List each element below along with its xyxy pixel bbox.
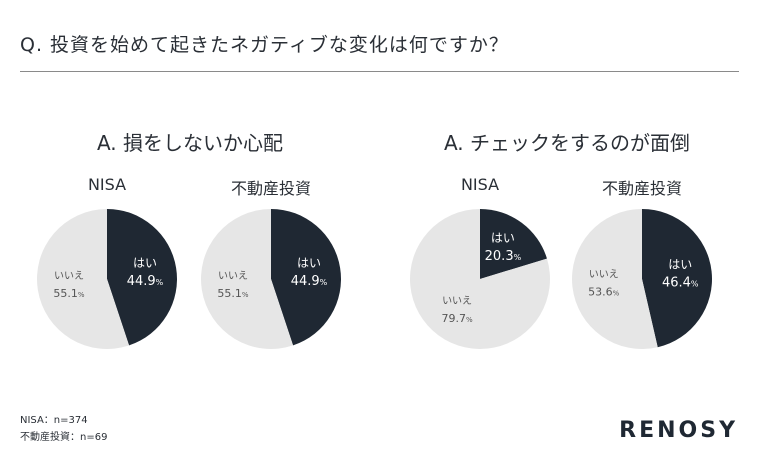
- footnote-nisa: NISA：n=374: [20, 415, 88, 426]
- slice-category-label: いいえ: [218, 270, 248, 282]
- slice-value-label: 46.4%: [662, 276, 699, 291]
- pie-chart-3: はい 20.3% いいえ 79.7%: [410, 209, 550, 349]
- pie-slice-no: [201, 209, 294, 349]
- slice-category-label: いいえ: [54, 270, 84, 282]
- footnote-realestate: 不動産投資：n=69: [20, 432, 108, 443]
- slice-category-label: はい: [668, 258, 692, 272]
- pie-slice-yes: [107, 209, 178, 346]
- pie-title-1: NISA: [87, 175, 127, 194]
- slice-category-label: はい: [297, 256, 321, 270]
- pie-slice-yes: [642, 209, 713, 348]
- slice-value-label: 53.6%: [588, 285, 620, 298]
- slice-value-label: 55.1%: [217, 287, 249, 300]
- pie-chart-1: はい 44.9% いいえ 55.1%: [37, 209, 178, 349]
- group-title-left: A. 損をしないか心配: [96, 131, 284, 155]
- pie-chart-4: はい 46.4% いいえ 53.6%: [572, 209, 713, 349]
- slice-category-label: はい: [133, 256, 157, 270]
- pie-chart-2: はい 44.9% いいえ 55.1%: [201, 209, 341, 349]
- slice-value-label: 20.3%: [485, 249, 522, 264]
- pie-slice-yes: [271, 209, 341, 346]
- pie-title-3: NISA: [460, 175, 500, 194]
- slice-category-label: いいえ: [589, 268, 619, 280]
- slice-category-label: はい: [491, 231, 515, 245]
- slice-value-label: 79.7%: [441, 312, 473, 325]
- slice-value-label: 44.9%: [291, 274, 328, 289]
- slice-category-label: いいえ: [442, 295, 472, 307]
- pie-slice-no: [37, 209, 130, 349]
- pie-slice-no: [410, 209, 550, 349]
- slice-value-label: 44.9%: [127, 274, 164, 289]
- pie-slice-no: [572, 209, 658, 349]
- pie-slice-yes: [480, 209, 547, 279]
- question-title: Q. 投資を始めて起きたネガティブな変化は何ですか？: [20, 34, 509, 56]
- slice-value-label: 55.1%: [53, 287, 84, 300]
- group-title-right: A. チェックをするのが面倒: [443, 131, 691, 155]
- divider: [20, 71, 739, 72]
- renosy-logo: RENOSY: [619, 418, 738, 443]
- pie-title-2: 不動産投資: [230, 179, 312, 198]
- pie-title-4: 不動産投資: [601, 179, 683, 198]
